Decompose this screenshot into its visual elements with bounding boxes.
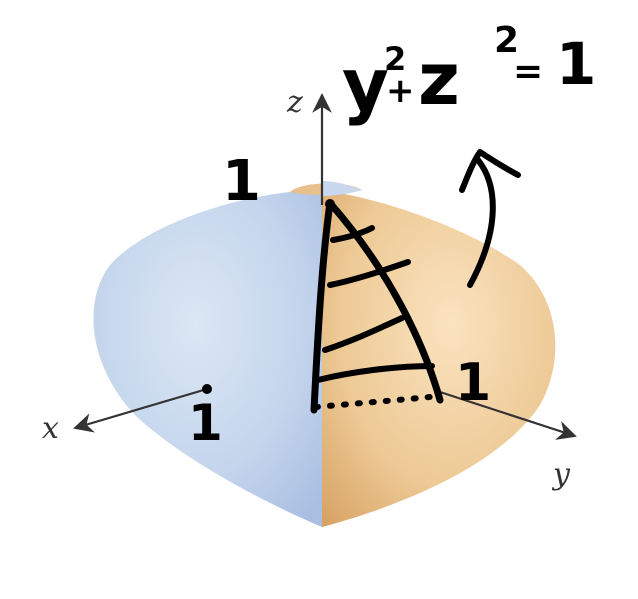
x-axis-label: x [42,411,59,446]
solid-top-cap-blue [322,181,362,196]
equation-rhs: 1 [556,30,596,98]
x-intercept-label: 1 [188,394,223,452]
y-axis [439,390,577,440]
handwritten-equation: y 2 + z 2 = 1 [342,20,596,127]
rotation-arrow [459,149,521,288]
shaded-region-sketch [202,199,444,414]
y-axis-label: y [551,457,571,492]
solid-blue-half [93,190,322,527]
equation-base-2: z [418,37,460,121]
equation-equals: = [513,51,543,92]
y-intercept-label: 1 [455,353,491,413]
equation-plus: + [386,71,415,111]
z-intercept-label: 1 [222,149,261,214]
equation-base-1: y [342,43,389,127]
x-tick-dot [202,384,212,394]
equation-exponent-2: 2 [494,20,519,61]
x-axis [73,387,208,433]
z-axis-label: z [286,85,303,120]
apex-dot [325,199,335,209]
equation-exponent-1: 2 [384,40,406,78]
